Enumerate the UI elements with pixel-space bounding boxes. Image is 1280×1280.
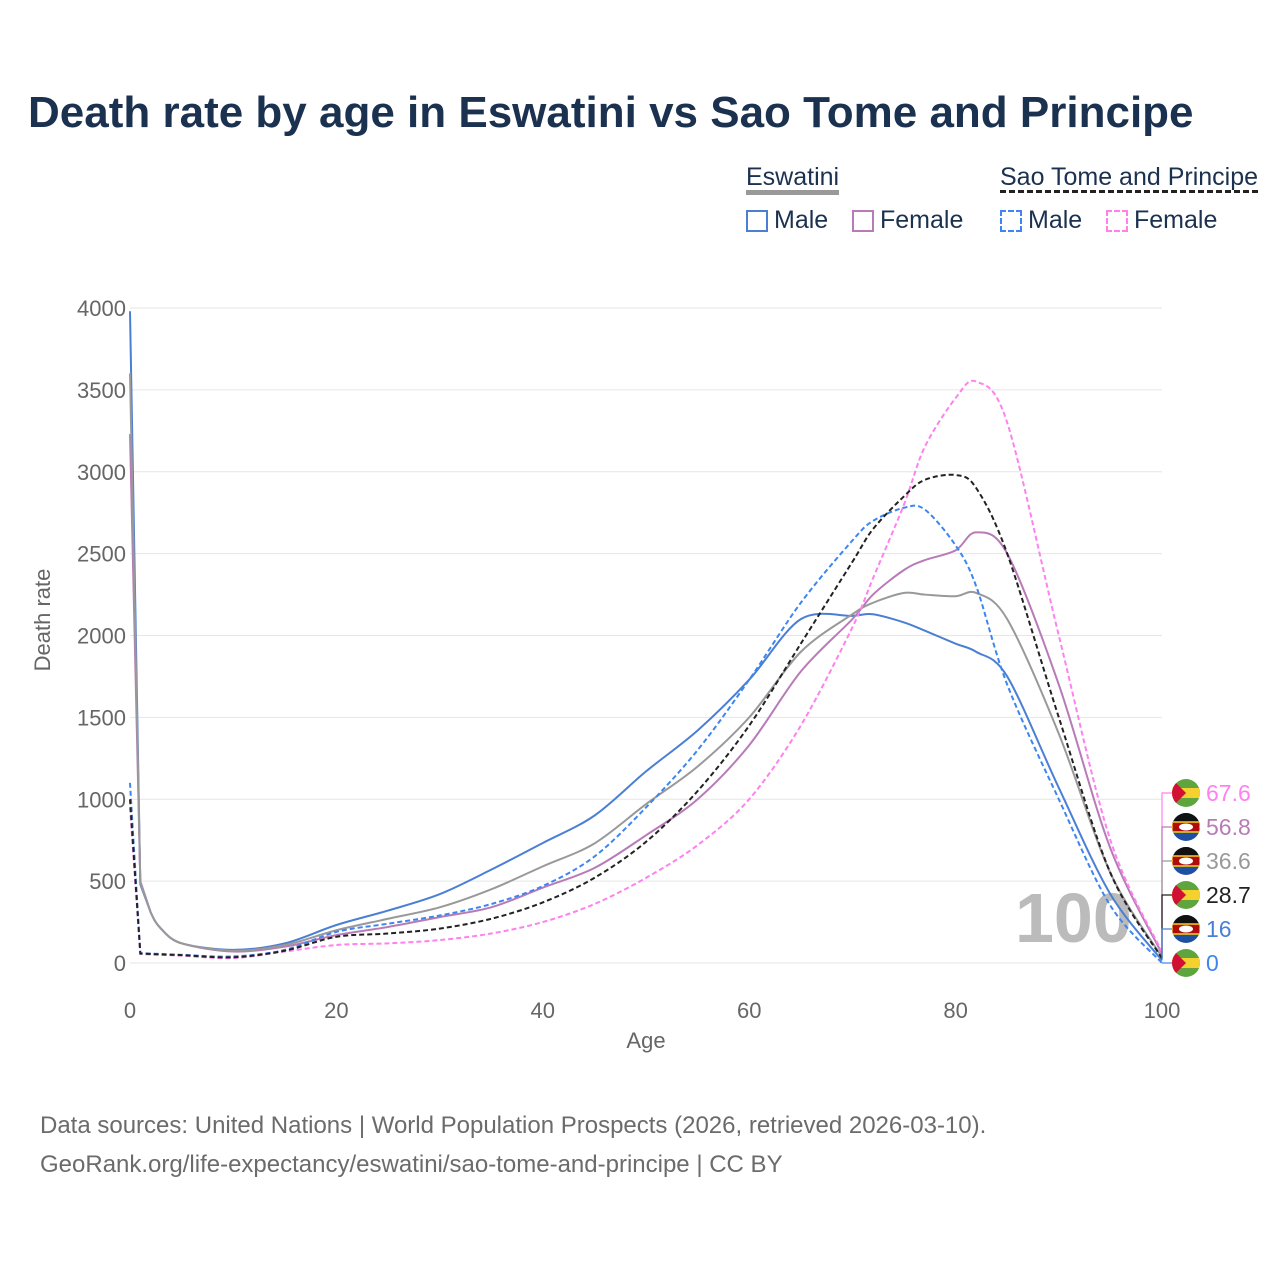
y-tick-label: 4000 xyxy=(77,296,126,321)
eswatini-flag-icon xyxy=(1172,813,1200,841)
label-connector xyxy=(1161,792,1172,952)
legend-label: Male xyxy=(774,206,829,234)
series-line-sao-tome-and-principe xyxy=(129,473,1163,959)
y-tick-label: 1000 xyxy=(77,787,126,812)
y-tick-label: 1500 xyxy=(77,705,126,730)
year-watermark: 100 xyxy=(1015,879,1132,957)
y-tick-label: 3000 xyxy=(77,460,126,485)
label-connector xyxy=(1161,894,1172,959)
end-value-label: 56.8 xyxy=(1206,814,1251,840)
legend-swatch xyxy=(852,210,874,232)
flag-red xyxy=(1172,949,1186,977)
sao-tome-flag-icon xyxy=(1172,779,1200,807)
end-value-label: 28.7 xyxy=(1206,882,1251,908)
legend-swatch xyxy=(1000,210,1022,232)
series-line-sao-tome-and-principe-male xyxy=(129,504,1163,964)
y-tick-label: 500 xyxy=(89,869,126,894)
flag-black xyxy=(1172,813,1200,823)
chart-title: Death rate by age in Eswatini vs Sao Tom… xyxy=(28,88,1194,137)
source-url[interactable]: GeoRank.org/life-expectancy/eswatini/sao… xyxy=(40,1151,783,1178)
x-tick-label: 100 xyxy=(1144,998,1181,1023)
sao-tome-flag-icon xyxy=(1172,881,1200,909)
series-line-sao-tome-and-principe-female xyxy=(129,379,1163,960)
sao-tome-flag-icon xyxy=(1172,949,1200,977)
legend-eswatini-female[interactable]: Female xyxy=(852,206,963,235)
flag-black xyxy=(1172,915,1200,925)
legend-label: Female xyxy=(1134,206,1218,234)
source-note: Data sources: United Nations | World Pop… xyxy=(40,1106,986,1184)
x-tick-label: 60 xyxy=(737,998,761,1023)
legend-group-eswatini: Eswatini xyxy=(746,164,840,195)
legend-eswatini-male[interactable]: Male xyxy=(746,206,828,235)
y-axis-label: Death rate xyxy=(30,569,55,672)
label-connector xyxy=(1161,860,1172,958)
series-line-eswatini xyxy=(129,373,1163,958)
flag-shield xyxy=(1179,925,1193,933)
flag xyxy=(1172,847,1200,875)
flag xyxy=(1172,779,1200,807)
y-tick-label: 2000 xyxy=(77,624,126,649)
flag-red xyxy=(1172,881,1186,909)
legend-stp-male[interactable]: Male xyxy=(1000,206,1082,235)
source-line: Data sources: United Nations | World Pop… xyxy=(40,1112,987,1139)
x-tick-label: 20 xyxy=(324,998,348,1023)
end-value-label: 0 xyxy=(1206,950,1219,976)
y-tick-label: 2500 xyxy=(77,542,126,567)
x-tick-label: 0 xyxy=(124,998,136,1023)
x-tick-label: 80 xyxy=(943,998,967,1023)
flag-shield xyxy=(1179,823,1193,831)
flag xyxy=(1172,881,1200,909)
legend-swatch xyxy=(746,210,768,232)
eswatini-flag-icon xyxy=(1172,915,1200,943)
legend-stp-female[interactable]: Female xyxy=(1106,206,1217,235)
legend-group-stp: Sao Tome and Principe xyxy=(1000,163,1259,193)
x-tick-label: 40 xyxy=(531,998,555,1023)
flag xyxy=(1172,813,1200,841)
flag xyxy=(1172,915,1200,943)
label-connector xyxy=(1161,928,1172,961)
legend-label: Female xyxy=(880,206,964,234)
flag-black xyxy=(1172,847,1200,857)
end-value-label: 67.6 xyxy=(1206,780,1251,806)
end-value-label: 36.6 xyxy=(1206,848,1251,874)
y-tick-label: 3500 xyxy=(77,378,126,403)
x-axis-label: Age xyxy=(626,1028,665,1053)
flag xyxy=(1172,949,1200,977)
label-connector xyxy=(1161,826,1172,954)
end-value-label: 16 xyxy=(1206,916,1232,942)
flag-shield xyxy=(1179,857,1193,865)
series-line-eswatini-female xyxy=(129,434,1163,955)
y-tick-label: 0 xyxy=(114,951,126,976)
flag-red xyxy=(1172,779,1186,807)
legend-label: Male xyxy=(1028,206,1083,234)
eswatini-flag-icon xyxy=(1172,847,1200,875)
legend-swatch xyxy=(1106,210,1128,232)
